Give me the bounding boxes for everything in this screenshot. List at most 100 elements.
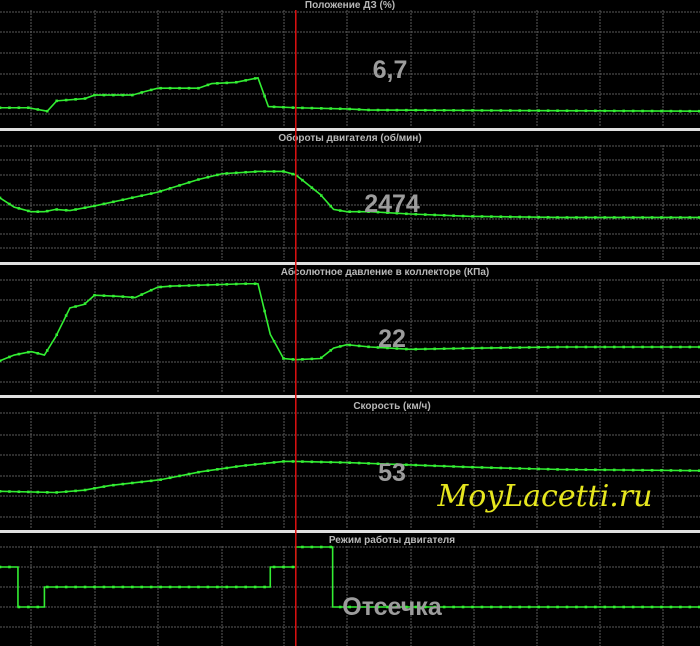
data-point xyxy=(291,358,295,361)
data-point xyxy=(187,284,191,287)
data-point xyxy=(338,345,342,348)
data-point xyxy=(244,282,247,286)
data-point xyxy=(442,464,446,468)
data-point xyxy=(310,106,314,110)
data-point xyxy=(442,605,446,609)
data-point xyxy=(527,109,531,112)
data-point xyxy=(612,345,616,349)
data-point xyxy=(329,349,333,352)
data-point xyxy=(537,109,540,112)
data-point xyxy=(452,465,455,468)
data-point xyxy=(55,333,58,337)
data-point xyxy=(565,605,569,609)
data-point xyxy=(471,346,474,350)
data-point xyxy=(197,178,200,181)
data-point xyxy=(433,464,436,468)
watermark-logo: MoyLacetti.ru xyxy=(437,479,653,514)
data-point xyxy=(8,490,11,493)
data-point xyxy=(452,605,455,609)
data-point xyxy=(650,605,654,609)
data-point xyxy=(461,605,465,609)
data-point xyxy=(320,107,323,110)
data-point xyxy=(27,209,30,213)
data-point xyxy=(367,462,370,465)
data-point xyxy=(263,170,266,173)
data-point xyxy=(471,465,474,469)
data-point xyxy=(594,345,597,349)
data-point xyxy=(565,468,569,471)
data-point xyxy=(423,605,427,609)
data-point xyxy=(423,213,427,216)
data-point xyxy=(688,469,692,472)
data-point xyxy=(612,468,616,472)
data-point xyxy=(140,194,144,197)
data-point xyxy=(395,605,399,609)
data-point xyxy=(641,345,644,349)
data-point xyxy=(55,99,58,103)
data-point xyxy=(414,605,418,609)
data-point xyxy=(433,213,436,217)
data-point xyxy=(565,216,569,219)
data-point xyxy=(480,346,484,350)
data-point xyxy=(679,469,682,472)
data-point xyxy=(234,282,238,286)
data-point xyxy=(518,467,522,470)
data-point xyxy=(660,109,663,113)
data-point xyxy=(17,605,21,609)
data-point xyxy=(263,309,266,313)
data-point xyxy=(405,463,408,467)
data-point xyxy=(622,216,625,219)
data-point xyxy=(395,108,399,112)
panel-separator xyxy=(0,530,700,533)
data-point xyxy=(641,216,644,219)
data-point xyxy=(0,565,2,569)
data-point xyxy=(45,349,49,352)
data-point xyxy=(641,468,644,472)
data-point xyxy=(386,211,389,214)
panel-title-map: Абсолютное давление в коллекторе (КПа) xyxy=(281,266,489,278)
data-point xyxy=(310,460,314,464)
data-point xyxy=(253,282,257,286)
data-point xyxy=(499,466,503,470)
data-point xyxy=(121,482,125,486)
data-point xyxy=(556,216,559,219)
data-point xyxy=(253,77,257,80)
data-point xyxy=(17,106,21,110)
data-point xyxy=(650,468,654,472)
data-point xyxy=(622,605,625,609)
data-point xyxy=(55,491,58,494)
series-line-1 xyxy=(0,170,700,219)
data-point xyxy=(282,565,285,569)
data-point xyxy=(376,108,380,112)
data-point xyxy=(187,181,191,184)
data-point xyxy=(27,605,30,609)
data-point xyxy=(433,108,436,112)
value-speed: 53 xyxy=(378,459,406,487)
data-point xyxy=(206,175,210,179)
data-point xyxy=(698,469,700,472)
data-point xyxy=(698,216,700,219)
data-point xyxy=(74,208,77,211)
panel-title-throttle: Положение ДЗ (%) xyxy=(305,0,395,11)
data-point xyxy=(159,585,162,589)
data-point xyxy=(698,109,700,113)
data-point xyxy=(490,346,493,350)
data-point xyxy=(55,585,58,589)
data-point xyxy=(679,216,682,219)
value-map: 22 xyxy=(378,325,406,353)
data-point xyxy=(27,350,30,354)
data-point xyxy=(216,585,219,589)
data-point xyxy=(244,170,247,174)
data-point xyxy=(499,215,503,218)
data-point xyxy=(64,585,68,589)
data-point xyxy=(395,211,399,215)
data-point xyxy=(669,109,673,113)
data-point xyxy=(112,585,115,589)
data-point xyxy=(8,565,11,569)
data-point xyxy=(310,186,314,189)
data-point xyxy=(225,585,229,589)
data-point xyxy=(338,209,342,212)
data-point xyxy=(8,355,11,359)
data-point xyxy=(131,585,134,589)
data-point xyxy=(45,109,49,113)
